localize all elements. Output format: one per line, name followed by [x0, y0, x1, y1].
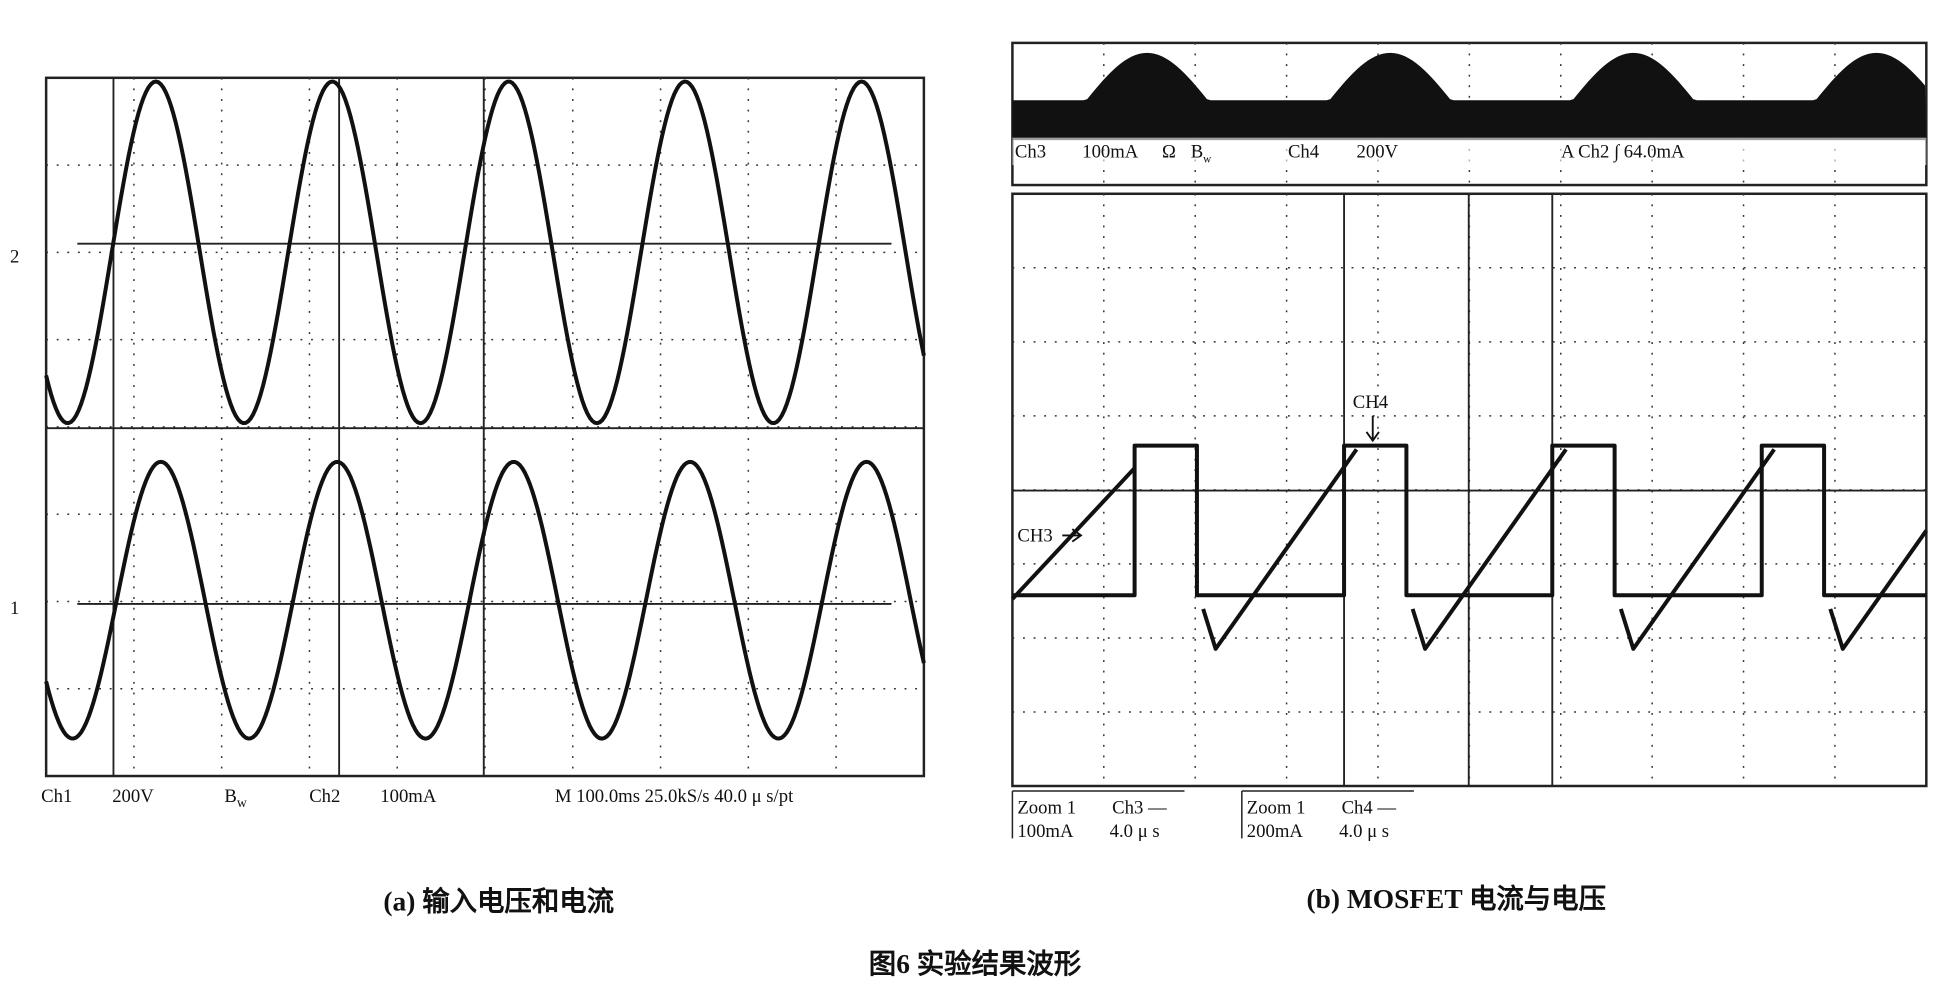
- overview-band: [1012, 52, 1927, 141]
- status-text: Bw: [1191, 142, 1212, 166]
- status-text: 200V: [112, 786, 154, 807]
- label-strip: [1012, 137, 1927, 166]
- status-text: Ch4: [1288, 142, 1320, 163]
- current-trace: [44, 459, 926, 741]
- zoom-text: Ch3 —: [1112, 797, 1167, 818]
- caption: (a) 输入电压和电流: [383, 886, 614, 917]
- zoom-box: [1011, 790, 1414, 839]
- channel-marker: 1: [10, 598, 19, 619]
- trace-label: CH4: [1353, 392, 1389, 413]
- zoom-text: 100mA: [1017, 821, 1074, 842]
- channel-marker: 2: [10, 246, 19, 267]
- caption: (b) MOSFET 电流与电压: [1307, 884, 1606, 914]
- scope-frame: [44, 76, 926, 778]
- status-text: M 100.0ms 25.0kS/s 40.0 μ s/pt: [555, 786, 794, 807]
- status-text: w: [237, 795, 247, 810]
- status-text: Ch2: [309, 786, 340, 807]
- status-text: 100mA: [1082, 142, 1139, 163]
- ch4-trace: [1012, 443, 1927, 598]
- zoom-text: 4.0 μ s: [1339, 821, 1389, 842]
- status-text: A Ch2 ∫ 64.0mA: [1561, 142, 1685, 163]
- status-text: Bw: [224, 786, 246, 810]
- status-text: Ch3: [1015, 142, 1046, 163]
- status-text: B: [224, 786, 236, 807]
- arrow: [1062, 528, 1083, 543]
- panel-b: Ch3 100mA Ω Bw Ch4 200V A Ch2 ∫ 64.0mA C…: [1010, 41, 1928, 914]
- zoom-text: 4.0 μ s: [1110, 821, 1160, 842]
- zoom-text: 200mA: [1247, 821, 1304, 842]
- status-text: B: [1191, 142, 1203, 163]
- zoom-text: Zoom 1: [1247, 797, 1306, 818]
- figure-caption: 图6 实验结果波形: [869, 948, 1082, 979]
- status-text: w: [1203, 154, 1212, 166]
- voltage-trace: [44, 79, 926, 426]
- arrow: [1365, 415, 1380, 443]
- status-text: Ch1: [41, 786, 72, 807]
- status-text: Ω: [1162, 142, 1176, 163]
- zoom-text: Ch4 —: [1342, 797, 1397, 818]
- status-text: 100mA: [380, 786, 437, 807]
- panel-a: 2 1 Ch1 200V Bw Ch2 100mA M 100.0ms 25.0…: [10, 76, 926, 917]
- ch3-trace: [1010, 448, 1928, 651]
- zoom-text: Zoom 1: [1017, 797, 1076, 818]
- grid: [46, 77, 924, 777]
- trace-label: CH3: [1017, 526, 1052, 547]
- status-text: 200V: [1357, 142, 1399, 163]
